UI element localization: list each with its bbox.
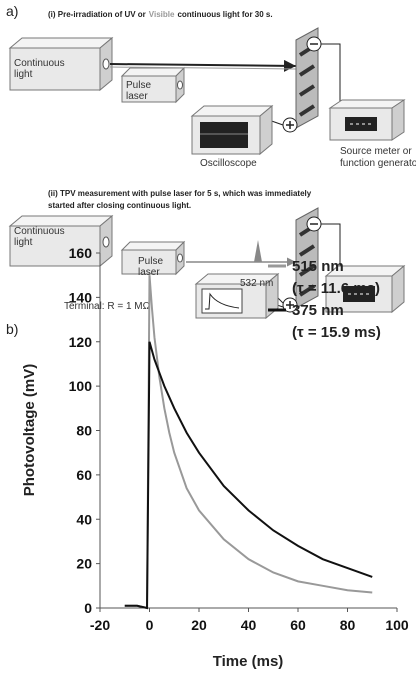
- y-axis-label: Photovoltage (mV): [21, 364, 38, 497]
- y-tick-label: 40: [76, 511, 92, 527]
- x-tick-label: 40: [241, 617, 257, 633]
- title-line: started after closing continuous light.: [48, 201, 191, 210]
- terminal-label: Terminal: R = 1 MΩ: [64, 301, 151, 312]
- panel-label: a): [6, 3, 18, 19]
- label-line: Continuous: [14, 226, 65, 237]
- x-tick-label: 80: [340, 617, 356, 633]
- setup-1: [8, 27, 406, 156]
- x-axis-label: Time (ms): [213, 653, 284, 670]
- y-tick-label: 0: [84, 600, 92, 616]
- box-label: Continuous light: [14, 226, 65, 248]
- title-part: (i) Pre-irradiation of UV or: [48, 10, 146, 19]
- box-label: Continuous light: [14, 58, 65, 80]
- x-tick-label: 0: [146, 617, 154, 633]
- y-tick-label: 100: [69, 378, 93, 394]
- y-tick-label: 120: [69, 334, 93, 350]
- y-tick-label: 60: [76, 467, 92, 483]
- legend-label: 375 nm: [292, 302, 344, 319]
- label-line: light: [14, 237, 33, 248]
- series-line: [124, 341, 373, 610]
- x-tick-label: -20: [90, 617, 110, 633]
- legend-annotation: (τ = 15.9 ms): [292, 324, 381, 341]
- series-line: [124, 275, 373, 610]
- label-line: light: [14, 69, 33, 80]
- label-line: Continuous: [14, 58, 65, 69]
- setup-2: [8, 207, 406, 320]
- step-title: (ii) TPV measurement with pulse laser fo…: [48, 189, 312, 210]
- title-part: continuous light for 30 s.: [177, 10, 272, 19]
- x-tick-label: 100: [385, 617, 409, 633]
- box-label: Source meter or function generator: [340, 146, 416, 169]
- label-line: laser: [126, 91, 148, 102]
- label-line: Pulse: [138, 256, 163, 267]
- x-tick-label: 60: [290, 617, 306, 633]
- title-line: (ii) TPV measurement with pulse laser fo…: [48, 189, 312, 198]
- wavelength-label: 532 nm: [240, 278, 273, 289]
- legend-annotation: (τ = 11.6 ms): [292, 280, 380, 297]
- label-line: Source meter or: [340, 146, 412, 157]
- panel-label: b): [6, 321, 18, 337]
- chart: b) Photovoltage (mV) Time (ms) 0 20 40 60 80…: [6, 245, 409, 670]
- y-tick-label: 80: [76, 423, 92, 439]
- x-tick-label: 20: [191, 617, 207, 633]
- y-tick-label: 20: [76, 556, 92, 572]
- label-line: Pulse: [126, 80, 151, 91]
- y-tick-label: 160: [69, 245, 93, 261]
- label-line: laser: [138, 267, 160, 278]
- y-tick-label: 140: [69, 289, 93, 305]
- box-label: Pulse laser: [138, 256, 163, 278]
- box-label: Oscilloscope: [200, 158, 257, 169]
- box-label: Pulse laser: [126, 80, 151, 102]
- label-line: function generator: [340, 158, 416, 169]
- legend-label: 515 nm: [292, 258, 344, 275]
- step-title: (i) Pre-irradiation of UV or Visible conti…: [48, 10, 273, 19]
- title-part: Visible: [149, 10, 175, 19]
